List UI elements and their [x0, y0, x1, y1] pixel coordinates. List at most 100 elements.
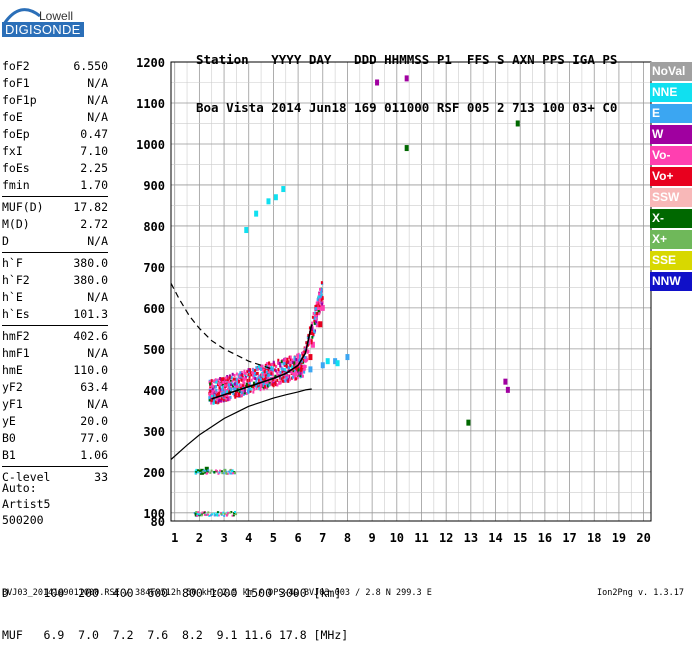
echo-point — [302, 360, 305, 364]
echo-point — [299, 367, 302, 371]
echo-point — [318, 292, 321, 296]
echo-point — [237, 378, 240, 382]
param-row: foEs 2.25 — [2, 160, 108, 177]
echo-point — [320, 290, 323, 294]
echo-point — [264, 372, 267, 376]
echo-point — [316, 322, 319, 326]
echo-point — [298, 357, 301, 361]
echo-point — [292, 374, 295, 378]
echo-point — [243, 387, 246, 391]
echo-point — [276, 378, 279, 382]
es-echo-point — [194, 512, 197, 515]
es-echo-point — [195, 468, 198, 471]
echo-point — [321, 300, 324, 304]
echo-point — [215, 388, 218, 392]
param-label: foF1 — [2, 76, 30, 90]
echo-point — [279, 381, 282, 385]
param-label: hmF1 — [2, 346, 30, 360]
data-point — [310, 341, 315, 348]
echo-point — [266, 380, 269, 384]
echo-point — [253, 387, 256, 391]
param-row: h`F2 380.0 — [2, 272, 108, 289]
echo-point — [274, 369, 277, 373]
echo-point — [316, 298, 319, 302]
echo-point — [247, 387, 250, 391]
echo-point — [299, 374, 302, 378]
echo-point — [299, 357, 302, 361]
echo-point — [221, 384, 224, 388]
y-tick-label: 800 — [143, 220, 165, 234]
data-point — [199, 468, 204, 475]
param-row: B1 1.06 — [2, 447, 108, 464]
es-echo-point — [197, 469, 200, 472]
es-echo-point — [222, 511, 225, 514]
param-label: foE — [2, 110, 23, 124]
echo-point — [301, 374, 304, 378]
echo-point — [270, 370, 273, 374]
x-tick-label: 7 — [319, 531, 326, 545]
echo-point — [240, 391, 243, 395]
data-point — [345, 354, 350, 361]
echo-point — [287, 366, 290, 370]
x-tick-label: 5 — [270, 531, 277, 545]
x-tick-labels: 1 2 3 4 5 6 7 8 9 10 11 12 13 14 15 16 17 18 19 20 — [171, 531, 651, 545]
y-tick-label: 1000 — [136, 138, 165, 152]
echo-point — [266, 386, 269, 390]
echo-point — [268, 365, 271, 369]
echo-point — [318, 307, 321, 311]
echo-point — [238, 379, 241, 383]
echo-point — [272, 384, 275, 388]
echo-point — [270, 372, 273, 376]
es-echo-point — [201, 511, 204, 514]
echo-point — [259, 383, 262, 387]
echo-point — [264, 381, 267, 385]
param-label: yE — [2, 414, 16, 428]
y-tick-label: 900 — [143, 179, 165, 193]
echo-point — [252, 390, 255, 394]
f2-trace-curve — [211, 324, 313, 400]
echo-point — [233, 377, 236, 381]
param-label: h`E — [2, 290, 23, 304]
echo-point — [264, 364, 267, 368]
echo-point — [318, 312, 321, 316]
echo-point — [247, 370, 250, 374]
echo-point — [261, 377, 264, 381]
echo-point — [321, 297, 324, 301]
es-echo-point — [227, 511, 230, 514]
es-echo-point — [229, 472, 232, 475]
echo-point — [285, 364, 288, 368]
echo-point — [268, 383, 271, 387]
echo-point — [210, 396, 213, 400]
echo-point — [224, 380, 227, 384]
echo-point — [208, 393, 211, 397]
echo-point — [294, 368, 297, 372]
echo-point — [227, 397, 230, 401]
param-value: 2.72 — [80, 217, 108, 231]
es-echo-point — [218, 471, 221, 474]
es-echo-point — [235, 513, 238, 516]
echo-point — [241, 374, 244, 378]
echo-point — [214, 400, 217, 404]
es-echo-point — [198, 513, 201, 516]
echo-point — [281, 370, 284, 374]
param-value: 0.47 — [80, 127, 108, 141]
echo-point — [305, 341, 308, 345]
echo-point — [312, 332, 315, 336]
echo-point — [304, 365, 307, 369]
echo-point — [229, 379, 232, 383]
es-echo-point — [203, 471, 206, 474]
data-point — [318, 321, 323, 328]
param-row: fxI 7.10 — [2, 143, 108, 160]
echo-point — [276, 383, 279, 387]
data-point — [505, 386, 510, 393]
param-row: D N/A — [2, 233, 108, 250]
y-tick-label: 80 — [151, 515, 165, 529]
echo-point — [284, 363, 287, 367]
data-point — [325, 358, 330, 365]
echo-point — [311, 321, 314, 325]
es-echo-point — [216, 514, 219, 517]
echo-point — [306, 335, 309, 339]
param-label: M(D) — [2, 217, 30, 231]
echo-point — [227, 380, 230, 384]
data-point — [281, 186, 286, 193]
